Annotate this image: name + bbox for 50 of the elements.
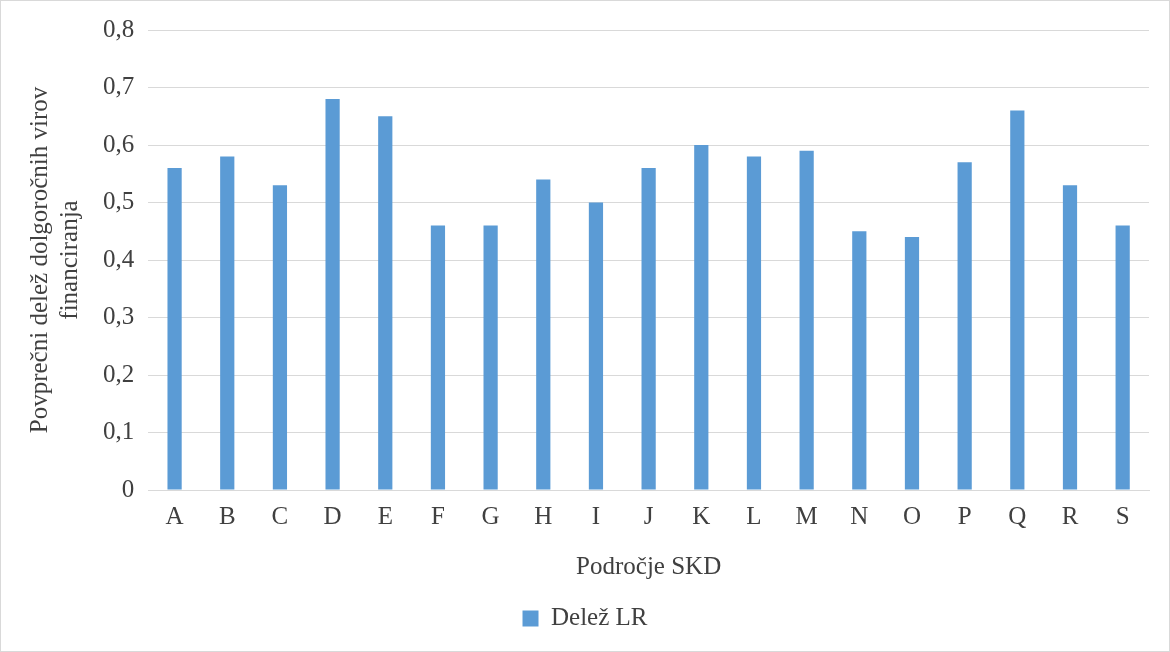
bar bbox=[1010, 110, 1025, 490]
x-tick-label: J bbox=[643, 501, 654, 529]
y-tick-label: 0,2 bbox=[103, 359, 135, 387]
y-tick-label: 0,5 bbox=[103, 187, 135, 215]
x-axis-title: Področje SKD bbox=[576, 551, 722, 579]
x-tick-label: L bbox=[746, 501, 762, 529]
x-tick-label: R bbox=[1061, 501, 1079, 529]
bar bbox=[957, 162, 972, 490]
y-tick-label: 0 bbox=[121, 474, 135, 502]
bar bbox=[378, 116, 393, 490]
bar bbox=[483, 225, 498, 490]
x-tick-label: M bbox=[795, 501, 818, 529]
bar bbox=[1062, 185, 1078, 490]
x-tick-label: O bbox=[902, 501, 922, 529]
y-tick-label: 0,8 bbox=[103, 14, 135, 42]
bar bbox=[220, 156, 235, 490]
y-tick-label: 0,7 bbox=[103, 72, 135, 100]
legend-label: Delež LR bbox=[551, 603, 648, 631]
x-tick-label: G bbox=[481, 501, 500, 529]
y-tick-label: 0,3 bbox=[103, 302, 135, 330]
y-tick-label: 0,6 bbox=[103, 129, 135, 157]
bar bbox=[852, 231, 867, 490]
x-tick-label: A bbox=[165, 501, 184, 529]
bar bbox=[799, 150, 814, 490]
bar bbox=[694, 145, 709, 490]
bar bbox=[325, 99, 340, 490]
bar bbox=[641, 168, 656, 490]
x-tick-label: P bbox=[957, 501, 972, 529]
y-tick-label: 0,4 bbox=[103, 244, 135, 272]
x-tick-label: F bbox=[430, 501, 445, 529]
bar bbox=[588, 202, 604, 490]
x-tick-label: C bbox=[271, 501, 289, 529]
x-tick-label: Q bbox=[1008, 501, 1027, 529]
bar bbox=[167, 168, 182, 490]
x-tick-label: H bbox=[534, 501, 553, 529]
bar bbox=[272, 185, 288, 490]
y-axis-title: Povprečni delež dolgoročnih virov financiranja bbox=[24, 86, 82, 434]
bar bbox=[746, 156, 762, 490]
x-tick-label: S bbox=[1115, 501, 1130, 529]
x-tick-label: K bbox=[692, 501, 711, 529]
bar bbox=[536, 179, 551, 490]
bar bbox=[904, 237, 920, 490]
bar bbox=[1115, 225, 1130, 490]
bar bbox=[430, 225, 446, 490]
x-tick-label: N bbox=[850, 501, 869, 529]
x-tick-label: D bbox=[323, 501, 342, 529]
y-tick-label: 0,1 bbox=[103, 417, 135, 445]
x-tick-label: I bbox=[591, 501, 601, 529]
x-tick-label: E bbox=[377, 501, 393, 529]
x-tick-label: B bbox=[218, 501, 236, 529]
